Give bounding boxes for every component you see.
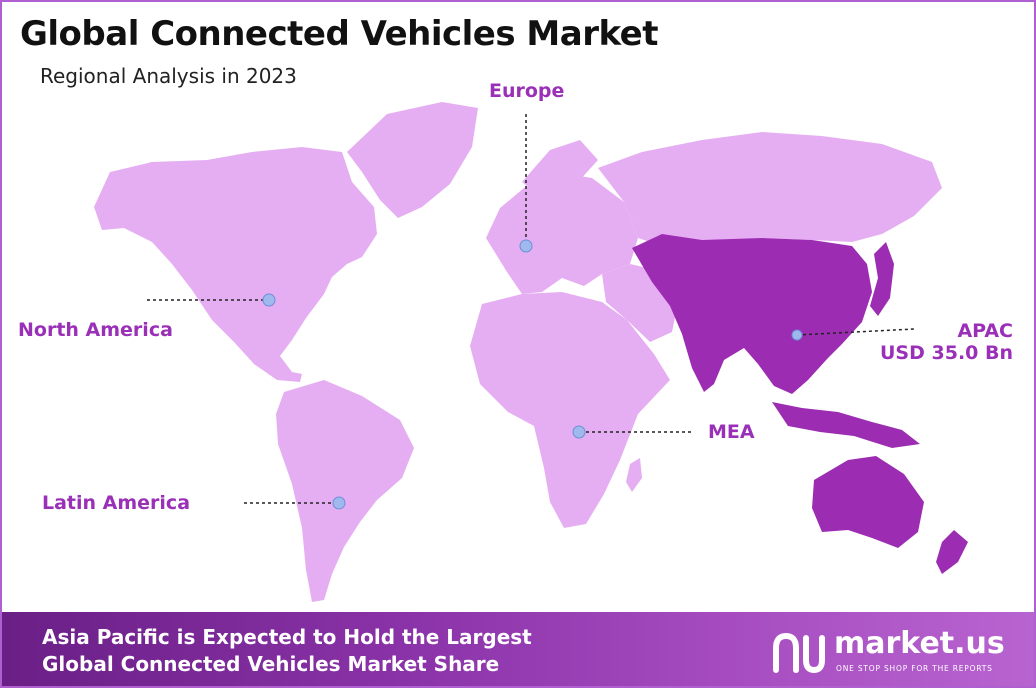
page-subtitle: Regional Analysis in 2023 — [40, 64, 297, 88]
footer-line-2: Global Connected Vehicles Market Share — [42, 652, 500, 676]
new-zealand-shape — [936, 530, 968, 574]
region-label-latin-america: Latin America — [42, 492, 191, 514]
apac-marker — [791, 329, 803, 341]
russia-shape — [598, 132, 942, 246]
page-title: Global Connected Vehicles Market — [20, 14, 659, 54]
north-america-shape — [94, 147, 377, 382]
region-label-mea: MEA — [708, 421, 755, 443]
apac-value: USD 35.0 Bn — [880, 342, 1013, 364]
europe-marker — [519, 239, 533, 253]
north-america-marker — [262, 293, 276, 307]
brand-block: market.us ONE STOP SHOP FOR THE REPORTS — [772, 626, 1022, 682]
greenland-shape — [347, 102, 478, 218]
latin-america-marker — [332, 496, 346, 510]
madagascar-shape — [626, 458, 642, 492]
region-label-europe: Europe — [489, 80, 565, 102]
apac-leader-line — [796, 328, 915, 336]
region-label-north-america: North America — [18, 319, 173, 341]
footer-banner: Asia Pacific is Expected to Hold the Lar… — [2, 612, 1034, 686]
footer-message: Asia Pacific is Expected to Hold the Lar… — [42, 624, 532, 678]
footer-line-1: Asia Pacific is Expected to Hold the Lar… — [42, 625, 532, 649]
region-label-apac: APAC USD 35.0 Bn — [880, 320, 1013, 364]
asia-pacific-shape — [632, 234, 872, 394]
southeast-asia-shape — [772, 402, 920, 448]
australia-shape — [812, 456, 924, 548]
japan-shape — [870, 242, 894, 316]
africa-shape — [470, 292, 670, 528]
market-us-logo-icon — [773, 632, 825, 674]
mea-marker — [572, 425, 586, 439]
europe-shape — [486, 172, 638, 294]
brand-tagline: ONE STOP SHOP FOR THE REPORTS — [836, 664, 993, 673]
scandinavia-shape — [522, 140, 598, 196]
apac-name: APAC — [957, 320, 1013, 342]
south-america-shape — [276, 380, 414, 602]
brand-name: market.us — [834, 626, 1005, 661]
